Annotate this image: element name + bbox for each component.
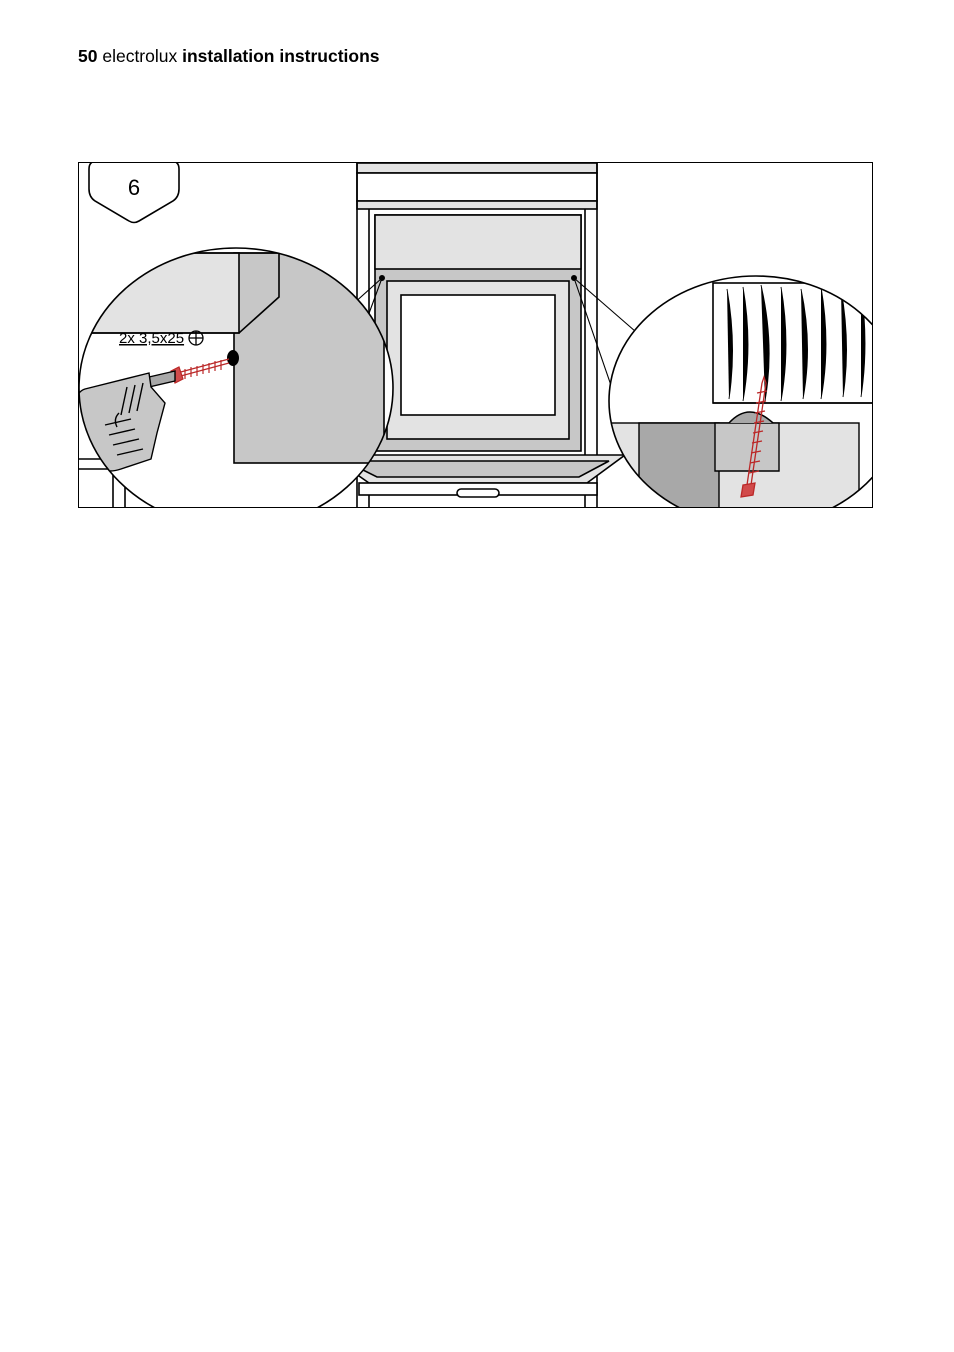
page-header: 50 electrolux installation instructions <box>78 46 380 67</box>
installation-figure: 2x 3,5x25 <box>78 162 873 508</box>
right-detail-bubble <box>599 276 873 508</box>
page-number: 50 <box>78 46 97 66</box>
screw-spec-label: 2x 3,5x25 <box>119 330 184 347</box>
left-detail-bubble: 2x 3,5x25 <box>79 248 393 508</box>
phillips-symbol-icon <box>189 331 203 345</box>
step-number: 6 <box>128 175 140 200</box>
